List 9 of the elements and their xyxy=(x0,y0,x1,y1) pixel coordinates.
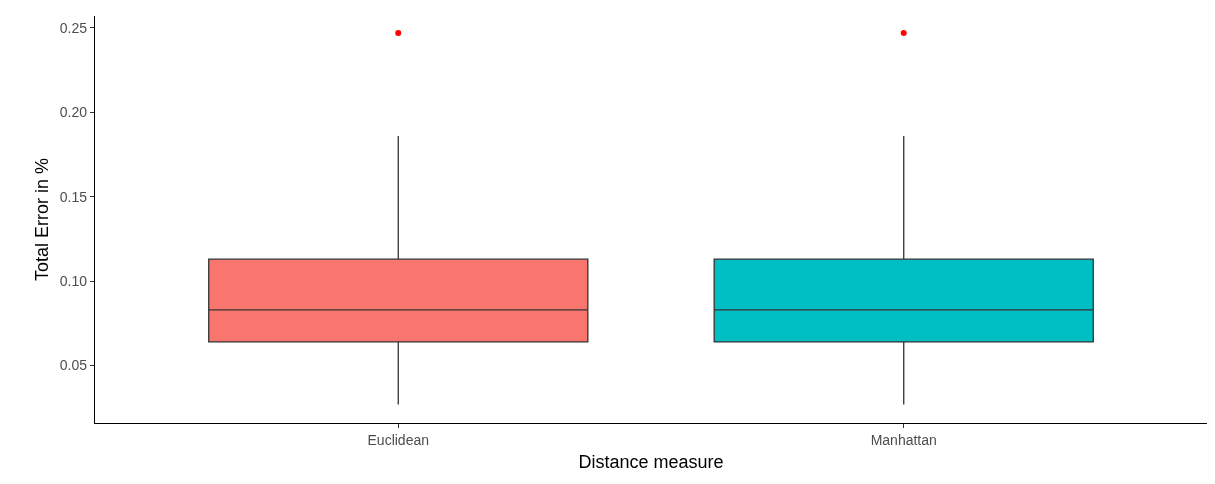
y-tick-label: 0.10 xyxy=(59,273,88,290)
y-tick-label: 0.25 xyxy=(59,19,88,36)
x-axis-title: Distance measure xyxy=(578,452,724,473)
y-tick-label: 0.20 xyxy=(59,104,88,121)
x-tick-label: Euclidean xyxy=(367,431,430,448)
x-tick-label: Manhattan xyxy=(870,431,937,448)
y-axis-title: Total Error in % xyxy=(32,157,52,282)
y-tick-label: 0.15 xyxy=(59,188,88,205)
y-tick-label: 0.05 xyxy=(59,357,88,374)
